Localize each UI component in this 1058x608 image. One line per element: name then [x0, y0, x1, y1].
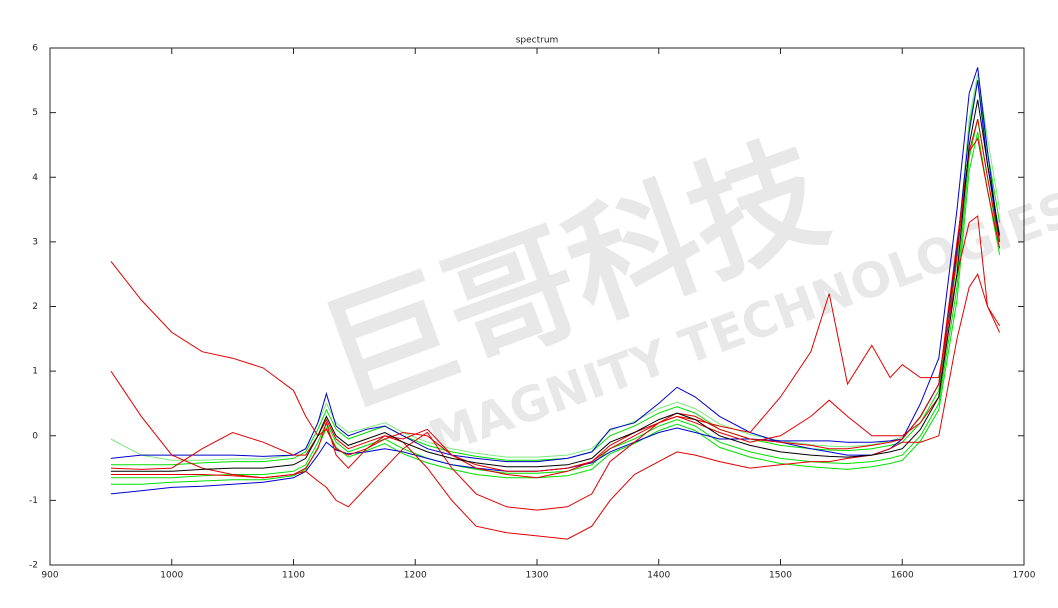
series-line — [110, 99, 1001, 472]
x-tick-label: 1400 — [647, 571, 670, 581]
x-tick-label: 900 — [41, 571, 58, 581]
y-tick-label: 4 — [32, 173, 38, 183]
series-line — [110, 273, 1001, 540]
x-tick-label: 1000 — [160, 571, 183, 581]
series-line — [110, 131, 1001, 485]
series-line — [110, 118, 1001, 479]
chart-title: spectrum — [516, 36, 559, 46]
y-tick-label: 2 — [32, 302, 38, 312]
y-tick-label: 1 — [32, 367, 38, 377]
x-tick-label: 1500 — [769, 571, 792, 581]
y-tick-label: -1 — [29, 496, 38, 506]
x-tick-label: 1700 — [1013, 571, 1036, 581]
x-tick-label: 1600 — [891, 571, 914, 581]
y-tick-label: 6 — [32, 44, 38, 54]
y-tick-label: 3 — [32, 237, 38, 247]
y-tick-label: 5 — [32, 108, 38, 118]
series-line — [110, 137, 1001, 511]
x-tick-label: 1200 — [404, 571, 427, 581]
x-tick-label: 1300 — [526, 571, 549, 581]
y-tick-label: 0 — [32, 431, 38, 441]
y-tick-label: -2 — [29, 561, 38, 571]
x-tick-label: 1100 — [282, 571, 305, 581]
series-line — [110, 118, 1001, 479]
